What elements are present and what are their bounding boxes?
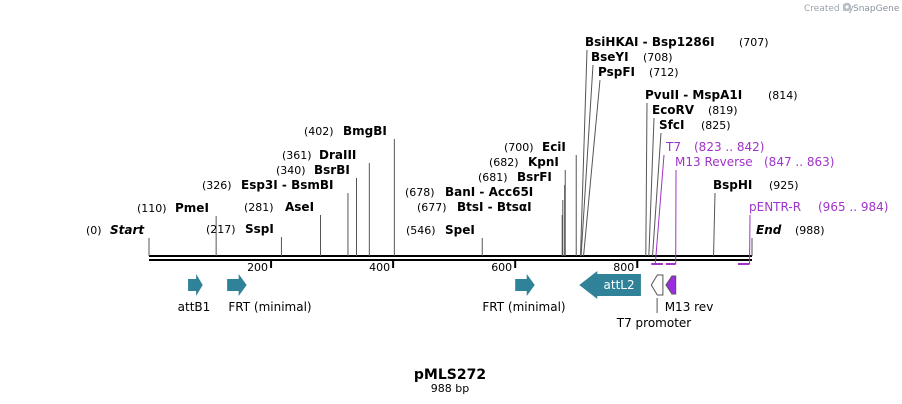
site-leader-line [645,102,648,257]
promoter-arrow [650,274,664,296]
primer-feature-arrow [665,275,677,295]
end-position: (0) [86,224,102,237]
feature-arrow [227,274,247,296]
ruler-tick-label: 400 [369,261,390,274]
sequence-ends: (0) Start (988) End [86,223,825,256]
feature-label: attL2 [604,278,635,292]
feature-arrow [579,271,641,299]
ruler-tick-label: 600 [491,261,512,274]
credit-prefix: Created by [804,4,854,14]
site-name: KpnI [528,155,559,169]
credit-brand: SnapGene [853,4,900,14]
site-position: (281) [244,201,274,214]
site-name: BspHI [713,178,752,192]
primer-name: M13 Reverse [675,155,753,169]
site-leader-line [579,49,588,257]
primer-annotations: T7 (823 .. 842)M13 Reverse (847 .. 863) pEN… [651,140,888,265]
primer-name: T7 [665,140,681,154]
restriction-sites: (110) PmeI (217) SspI (281) AseI (326) Esp3I - … [137,35,799,257]
site-position: (546) [406,224,436,237]
primer-name: pENTR-R [749,200,801,214]
site-name: EciI [542,140,566,154]
site-position: (819) [708,104,738,117]
site-position: (340) [276,164,306,177]
site-leader-line [583,79,601,257]
plasmid-name: pMLS272 [414,367,486,383]
site-name: SfcI [659,118,684,132]
site-position: (825) [701,119,731,132]
site-leader-line [713,192,716,257]
ruler-ticks: 200 400 600 800 [247,261,639,274]
site-position: (402) [304,125,334,138]
feature-track: attB1 FRT (minimal) FRT (minimal) attL2 T7 p… [178,271,714,330]
plasmid-length: 988 bp [431,382,469,395]
end-label: End [756,223,782,237]
snapgene-logo-icon [842,2,852,12]
site-name: BmgBI [343,124,387,138]
primer-range: (823 .. 842) [694,140,764,154]
site-position: (682) [489,156,519,169]
site-position: (681) [478,171,508,184]
site-name: AseI [285,200,314,214]
end-label: Start [110,223,145,237]
end-position: (988) [795,224,825,237]
site-name: PvuII - MspA1I [645,88,742,102]
site-position: (814) [768,89,798,102]
site-position: (700) [504,141,534,154]
site-leader-line [648,117,655,257]
feature-label: T7 promoter [616,316,692,330]
site-name: Esp3I - BsmBI [241,178,333,192]
site-name: BanI - Acc65I [445,185,533,199]
site-name: EcoRV [652,103,695,117]
feature-label: attB1 [178,300,211,314]
site-name: BsrBI [314,163,350,177]
site-name: SpeI [445,223,475,237]
site-name: PspFI [598,65,635,79]
site-position: (712) [649,66,679,79]
site-name: BseYI [591,50,629,64]
site-leader-line [580,64,594,257]
site-name: BtsI - BtsαI [457,200,532,214]
site-position: (677) [417,201,447,214]
ruler-tick-label: 200 [247,261,268,274]
primer-leader-line [654,154,665,265]
site-name: PmeI [175,201,209,215]
site-position: (708) [643,51,673,64]
site-leader-line [652,132,662,257]
site-position: (678) [405,186,435,199]
site-name: BsrFI [517,170,552,184]
site-position: (110) [137,202,167,215]
ruler-tick-label: 800 [613,261,634,274]
feature-label: FRT (minimal) [228,300,311,314]
feature-label: FRT (minimal) [482,300,565,314]
site-position: (217) [206,223,236,236]
site-position: (361) [282,149,312,162]
site-position: (707) [739,36,769,49]
site-name: DraIII [319,148,356,162]
feature-arrow [188,274,203,296]
primer-range: (965 .. 984) [818,200,888,214]
site-name: SspI [245,222,274,236]
site-position: (326) [202,179,232,192]
primer-range: (847 .. 863) [764,155,834,169]
feature-label: M13 rev [665,300,714,314]
site-name: BsiHKAI - Bsp1286I [585,35,715,49]
feature-arrow [515,274,535,296]
site-position: (925) [769,179,799,192]
